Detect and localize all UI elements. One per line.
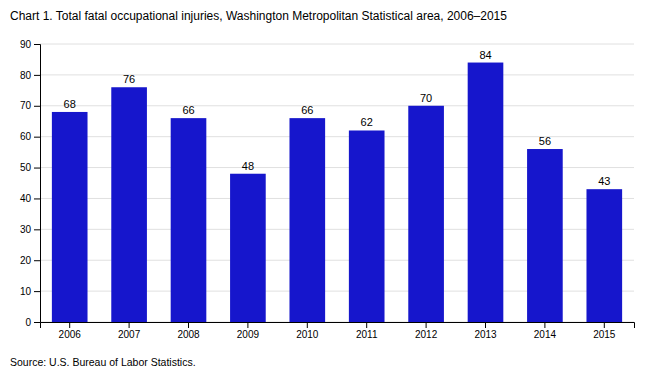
x-tick: 2015 xyxy=(593,322,616,340)
x-tick-mark xyxy=(366,322,367,328)
x-tick-mark xyxy=(247,322,248,328)
y-tick-label: 0 xyxy=(25,317,31,328)
x-tick-label: 2010 xyxy=(296,329,319,340)
y-tick-mark xyxy=(34,229,40,230)
bar xyxy=(52,112,88,322)
grid-line xyxy=(40,44,634,45)
x-tick-mark xyxy=(307,322,308,328)
y-tick-mark xyxy=(34,260,40,261)
y-tick-mark xyxy=(34,44,40,45)
bar xyxy=(527,149,563,322)
x-tick-mark xyxy=(69,322,70,328)
data-label: 48 xyxy=(242,160,254,172)
y-tick: 90 xyxy=(20,39,40,50)
x-tick-label: 2011 xyxy=(356,329,378,340)
x-tick-label: 2007 xyxy=(118,329,141,340)
y-tick-mark xyxy=(34,322,40,323)
x-tick: 2013 xyxy=(474,322,497,340)
x-tick-label: 2012 xyxy=(415,329,438,340)
y-tick-label: 70 xyxy=(20,100,32,111)
x-tick-mark xyxy=(485,322,486,328)
y-axis-line xyxy=(34,45,41,323)
source-note: Source: U.S. Bureau of Labor Statistics. xyxy=(10,356,196,368)
x-tick-label: 2006 xyxy=(59,329,82,340)
y-axis: 0 10 20 30 40 50 60 70 80 90 xyxy=(20,39,41,328)
x-tick-label: 2008 xyxy=(177,329,200,340)
y-tick: 80 xyxy=(20,70,40,81)
y-tick-label: 40 xyxy=(20,193,32,204)
data-labels: 68 76 66 48 66 62 70 84 56 43 xyxy=(64,49,611,188)
bar xyxy=(586,189,622,322)
y-tick: 70 xyxy=(20,100,40,111)
x-axis: 2006 2007 2008 2009 2010 2011 2012 2013 2014 2015 xyxy=(41,322,635,340)
x-tick-label: 2015 xyxy=(593,329,616,340)
y-tick: 60 xyxy=(20,131,40,142)
y-tick-label: 20 xyxy=(20,255,32,266)
y-tick-mark xyxy=(34,198,40,199)
x-tick: 2014 xyxy=(534,322,557,340)
y-tick-label: 30 xyxy=(20,224,32,235)
data-label: 84 xyxy=(479,49,491,61)
data-label: 66 xyxy=(182,104,194,116)
x-tick: 2010 xyxy=(296,322,319,340)
data-label: 76 xyxy=(123,73,135,85)
chart-svg: Chart 1. Total fatal occupational injuri… xyxy=(0,0,650,374)
y-tick: 40 xyxy=(20,193,40,204)
bars xyxy=(52,63,622,322)
x-tick-label: 2013 xyxy=(474,329,497,340)
x-tick: 2008 xyxy=(177,322,200,340)
y-tick-mark xyxy=(34,137,40,138)
y-tick-mark xyxy=(34,291,40,292)
y-tick: 20 xyxy=(20,255,40,266)
y-tick: 50 xyxy=(20,162,40,173)
x-axis-line xyxy=(41,323,635,329)
data-label: 62 xyxy=(361,116,373,128)
x-tick-mark xyxy=(129,322,130,328)
x-tick: 2011 xyxy=(356,322,378,340)
bar xyxy=(468,63,504,322)
bar xyxy=(111,87,147,322)
data-label: 43 xyxy=(598,175,610,187)
y-tick: 30 xyxy=(20,224,40,235)
data-label: 68 xyxy=(64,98,76,110)
data-label: 56 xyxy=(539,135,551,147)
data-label: 66 xyxy=(301,104,313,116)
bar xyxy=(230,174,266,322)
y-tick-label: 90 xyxy=(20,39,32,50)
x-tick: 2012 xyxy=(415,322,438,340)
y-tick-mark xyxy=(34,106,40,107)
bar xyxy=(408,106,444,322)
x-tick-mark xyxy=(426,322,427,328)
data-label: 70 xyxy=(420,92,432,104)
bar xyxy=(289,118,325,322)
x-tick-mark xyxy=(604,322,605,328)
y-tick-label: 10 xyxy=(20,286,32,297)
x-tick: 2009 xyxy=(237,322,260,340)
x-tick-mark xyxy=(188,322,189,328)
y-tick-label: 60 xyxy=(20,131,32,142)
y-tick-label: 50 xyxy=(20,162,32,173)
y-tick: 0 xyxy=(25,317,40,328)
grid xyxy=(40,44,634,322)
y-tick-mark xyxy=(34,168,40,169)
plot-area: 0102030405060708090200620072008200920102… xyxy=(20,39,635,340)
x-tick-label: 2009 xyxy=(237,329,260,340)
bar xyxy=(171,118,207,322)
x-tick-mark xyxy=(544,322,545,328)
y-tick-mark xyxy=(34,75,40,76)
bar xyxy=(349,130,385,322)
x-tick-label: 2014 xyxy=(534,329,557,340)
y-tick-label: 80 xyxy=(20,70,32,81)
x-tick: 2007 xyxy=(118,322,141,340)
x-tick: 2006 xyxy=(59,322,82,340)
chart-container: Chart 1. Total fatal occupational injuri… xyxy=(0,0,650,374)
y-tick: 10 xyxy=(20,286,40,297)
chart-title: Chart 1. Total fatal occupational injuri… xyxy=(10,9,507,23)
